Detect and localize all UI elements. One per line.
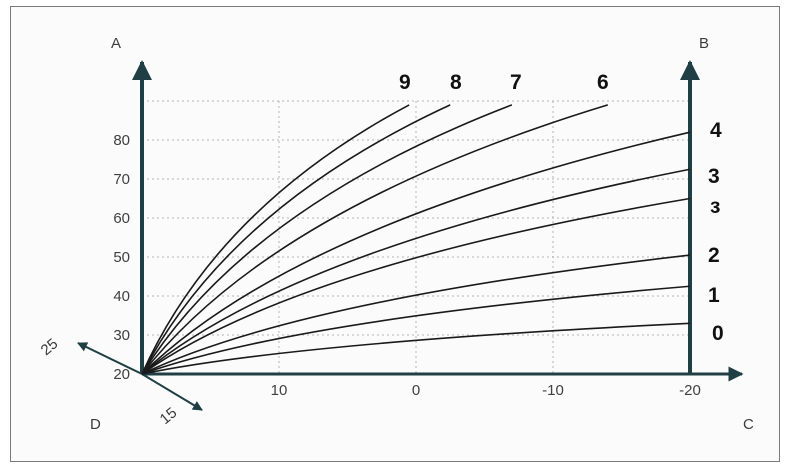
curve-4 xyxy=(141,168,691,375)
diagonal-label-upper: 25 xyxy=(38,335,62,359)
y-tick-label: 40 xyxy=(113,288,130,305)
curve-label-right: ɜ xyxy=(710,195,720,218)
curves xyxy=(141,104,691,375)
x-tick-label: -10 xyxy=(542,382,564,399)
curve-2 xyxy=(141,254,691,375)
x-tick-label: -20 xyxy=(679,382,701,399)
y-tick-label: 80 xyxy=(113,132,130,149)
x-tick-label: 10 xyxy=(271,382,288,399)
curve-5 xyxy=(141,131,691,375)
y-tick-label: 60 xyxy=(113,210,130,227)
curve-label-right: 0 xyxy=(712,322,724,345)
curve-label-right: 4 xyxy=(710,119,722,142)
diagonal-label-lower: 15 xyxy=(157,404,181,428)
curve-labels: 0 1 ɜ 2 3 4 6 7 8 9 xyxy=(399,71,724,345)
y-tick-label: 20 xyxy=(113,366,130,383)
curve-label-right: 2 xyxy=(708,244,720,267)
axis-diagonal-lower-arrow xyxy=(141,373,203,411)
y-tick-label: 50 xyxy=(113,249,130,266)
curve-label-top: 6 xyxy=(597,71,609,94)
axes xyxy=(77,60,744,411)
curve-6 xyxy=(141,104,609,375)
corner-label-a: A xyxy=(111,35,121,52)
curve-3 xyxy=(141,197,691,375)
curve-0 xyxy=(141,322,691,375)
curve-1 xyxy=(141,285,691,375)
x-tick-label: 0 xyxy=(412,382,420,399)
curve-9 xyxy=(141,104,410,375)
curve-label-top: 9 xyxy=(399,71,411,94)
curve-label-right: 3 xyxy=(708,165,720,188)
y-tick-label: 70 xyxy=(113,171,130,188)
y-tick-label: 30 xyxy=(113,327,130,344)
tick-labels: 20 30 40 50 60 70 80 10 0 -10 -20 xyxy=(113,132,701,399)
chart-frame xyxy=(10,6,780,462)
grid xyxy=(142,100,690,374)
corner-label-b: B xyxy=(699,35,709,52)
corner-label-d: D xyxy=(90,416,101,433)
curve-label-right: 1 xyxy=(708,284,720,307)
curve-8 xyxy=(141,104,451,375)
axis-diagonal-upper-arrow xyxy=(77,342,143,375)
corner-label-c: C xyxy=(743,416,754,433)
curve-label-top: 8 xyxy=(450,71,462,94)
curve-label-top: 7 xyxy=(510,71,522,94)
curve-7 xyxy=(141,104,513,375)
